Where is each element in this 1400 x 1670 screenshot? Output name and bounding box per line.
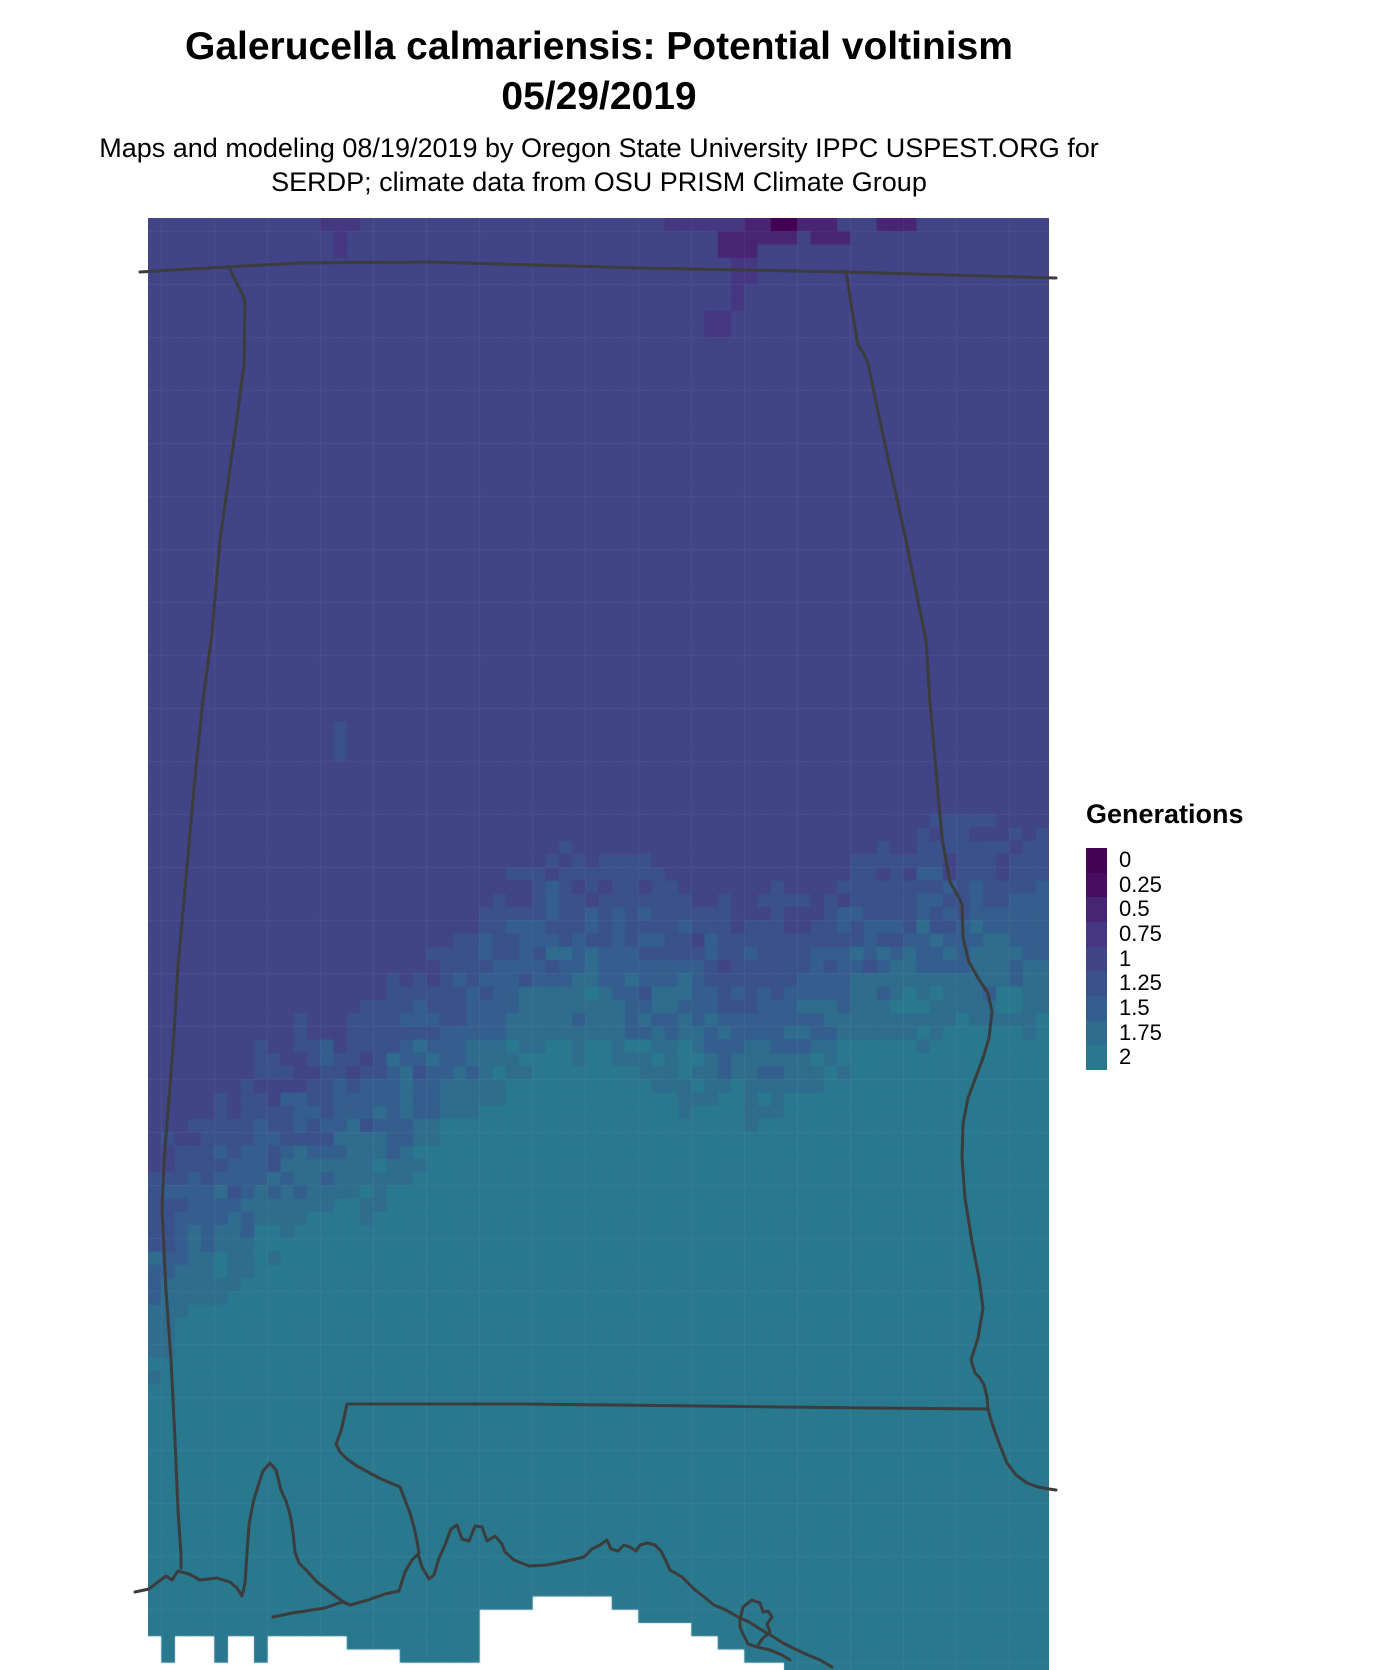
legend-tick-label: 0 bbox=[1119, 847, 1132, 872]
legend-band bbox=[1086, 921, 1107, 947]
legend-tick-label: 0.75 bbox=[1119, 920, 1162, 946]
subtitle-line-2: SERDP; climate data from OSU PRISM Clima… bbox=[271, 167, 927, 197]
legend-tick-labels: 0 0.25 0.5 0.75 1 1.25 1.5 1.75 2 bbox=[1119, 847, 1162, 1070]
title-line-1: Galerucella calmariensis: Potential volt… bbox=[185, 25, 1013, 68]
legend-title: Generations bbox=[1086, 799, 1244, 829]
legend-band bbox=[1086, 897, 1107, 922]
title-line-2: 05/29/2019 bbox=[501, 75, 697, 118]
legend-band bbox=[1086, 1045, 1107, 1070]
legend-tick-label: 1.75 bbox=[1119, 1019, 1162, 1045]
legend-body: 0 0.25 0.5 0.75 1 1.25 1.5 1.75 2 bbox=[1086, 847, 1244, 1070]
legend-tick-label: 1.5 bbox=[1119, 994, 1150, 1020]
subtitle: Maps and modeling 08/19/2019 by Oregon S… bbox=[99, 131, 1099, 199]
legend-tick-label: 0.25 bbox=[1119, 871, 1162, 897]
page-title: Galerucella calmariensis: Potential volt… bbox=[185, 22, 1013, 122]
legend-colorbar bbox=[1086, 848, 1107, 1070]
legend-band bbox=[1086, 872, 1107, 898]
voltinism-raster-map bbox=[148, 218, 1049, 1670]
legend-tick-label: 2 bbox=[1119, 1044, 1132, 1070]
legend-tick-label: 1.25 bbox=[1119, 970, 1162, 996]
legend-tick-label: 1 bbox=[1119, 945, 1132, 971]
legend-band bbox=[1086, 848, 1107, 873]
legend: Generations 0 0.25 0.5 0.75 1 1.25 1.5 1.75 2 bbox=[1086, 799, 1244, 1070]
subtitle-line-1: Maps and modeling 08/19/2019 by Oregon S… bbox=[99, 133, 1099, 163]
legend-band bbox=[1086, 946, 1107, 972]
legend-band bbox=[1086, 971, 1107, 996]
legend-tick-label: 0.5 bbox=[1119, 896, 1150, 922]
legend-band bbox=[1086, 1020, 1107, 1046]
legend-band bbox=[1086, 995, 1107, 1021]
